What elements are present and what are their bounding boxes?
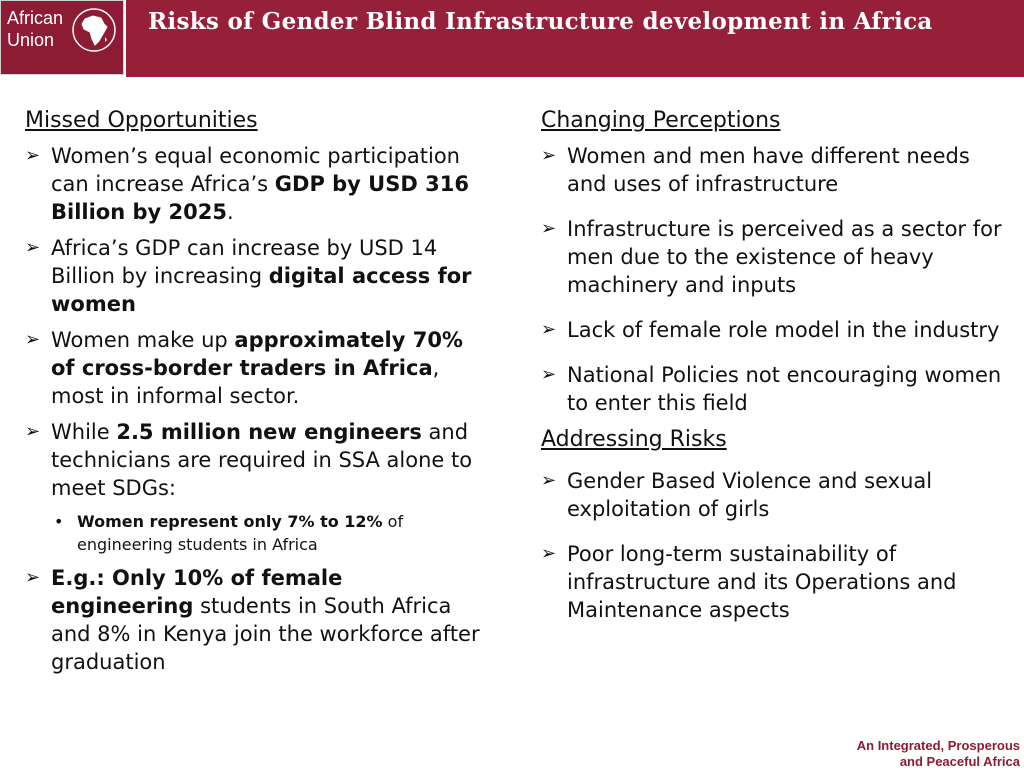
arrow-bullet-icon: ➢ [541, 145, 557, 166]
arrow-bullet-icon: ➢ [541, 364, 557, 385]
list-item: ➢ Women’s equal economic participation c… [25, 142, 485, 226]
arrow-bullet-icon: ➢ [541, 218, 557, 239]
arrow-bullet-icon: ➢ [25, 329, 41, 350]
section-heading-addressing-risks: Addressing Risks [541, 427, 727, 452]
african-union-logo: African Union [0, 0, 124, 75]
item-bold-text: E.g.: Only 10% of female engineering [51, 566, 343, 618]
arrow-bullet-icon: ➢ [541, 543, 557, 564]
section-heading-missed-opportunities: Missed Opportunities [25, 108, 258, 133]
list-item: ➢ Gender Based Violence and sexual explo… [541, 467, 1011, 523]
header: African Union Risks of Gender Blind Infr… [0, 0, 1024, 77]
item-text-end: and technicians are required in SSA alon… [51, 420, 473, 500]
sub-item-text: of engineering students in Africa [77, 512, 404, 554]
changing-perceptions-list: ➢ Women and men have different needs and… [541, 142, 1011, 417]
sub-list: • Women represent only 7% to 12% of engi… [51, 510, 485, 556]
item-text: Women’s equal economic participation can… [51, 144, 460, 196]
section-heading-changing-perceptions: Changing Perceptions [541, 108, 781, 133]
arrow-bullet-icon: ➢ [25, 145, 41, 166]
arrow-bullet-icon: ➢ [25, 567, 41, 588]
list-item: ➢ Lack of female role model in the indus… [541, 316, 1011, 344]
sub-item-bold-text: Women represent only 7% to 12% [77, 512, 383, 531]
item-text-end: . [226, 200, 234, 224]
addressing-risks-list: ➢ Gender Based Violence and sexual explo… [541, 467, 1011, 624]
africa-map-icon [72, 8, 116, 52]
list-item: ➢ Infrastructure is perceived as a secto… [541, 215, 1011, 299]
item-text: Women make up [51, 328, 235, 352]
item-text-end: students in South Africa and 8% in Kenya… [51, 594, 480, 674]
list-item: ➢ Poor long-term sustainability of infra… [541, 540, 1011, 624]
page-title: Risks of Gender Blind Infrastructure dev… [148, 8, 933, 35]
item-bold-text: approximately 70% of cross-border trader… [51, 328, 463, 380]
logo-text: African Union [7, 7, 63, 51]
left-column: Missed Opportunities ➢ Women’s equal eco… [25, 106, 485, 684]
item-text: While [51, 420, 117, 444]
sub-list-item: • Women represent only 7% to 12% of engi… [51, 510, 485, 556]
arrow-bullet-icon: ➢ [25, 237, 41, 258]
item-text: Gender Based Violence and sexual exploit… [567, 469, 933, 521]
list-item: ➢ While 2.5 million new engineers and te… [25, 418, 485, 556]
item-bold-text: digital access for women [51, 264, 472, 316]
item-text-end: , most in informal sector. [51, 356, 440, 408]
item-text: National Policies not encouraging women … [567, 363, 1002, 415]
item-text: Women and men have different needs and u… [567, 144, 970, 196]
footer-line-1: An Integrated, Prosperous [856, 738, 1020, 753]
missed-opportunities-list: ➢ Women’s equal economic participation c… [25, 142, 485, 676]
item-text: Lack of female role model in the industr… [567, 318, 1000, 342]
list-item: ➢ Africa’s GDP can increase by USD 14 Bi… [25, 234, 485, 318]
title-bar: Risks of Gender Blind Infrastructure dev… [126, 0, 1024, 77]
item-bold-text: 2.5 million new engineers [116, 420, 422, 444]
bullet-dot-icon: • [54, 512, 64, 531]
list-item: ➢ National Policies not encouraging wome… [541, 361, 1011, 417]
right-column: Changing Perceptions ➢ Women and men hav… [541, 106, 1011, 641]
list-item: ➢ Women and men have different needs and… [541, 142, 1011, 198]
item-text: Poor long-term sustainability of infrast… [567, 542, 957, 622]
item-text: Infrastructure is perceived as a sector … [567, 217, 1002, 297]
footer-tagline: An Integrated, Prosperous and Peaceful A… [857, 738, 1020, 770]
arrow-bullet-icon: ➢ [541, 319, 557, 340]
item-bold-text: GDP by USD 316 Billion by 2025 [51, 172, 469, 224]
list-item: ➢ Women make up approximately 70% of cro… [25, 326, 485, 410]
logo-line-2: Union [7, 30, 55, 50]
arrow-bullet-icon: ➢ [541, 470, 557, 491]
footer-line-2: and Peaceful Africa [899, 754, 1020, 769]
arrow-bullet-icon: ➢ [25, 421, 41, 442]
list-item: ➢ E.g.: Only 10% of female engineering s… [25, 564, 485, 676]
item-text: Africa’s GDP can increase by USD 14 Bill… [51, 236, 438, 288]
logo-line-1: African [7, 8, 64, 28]
